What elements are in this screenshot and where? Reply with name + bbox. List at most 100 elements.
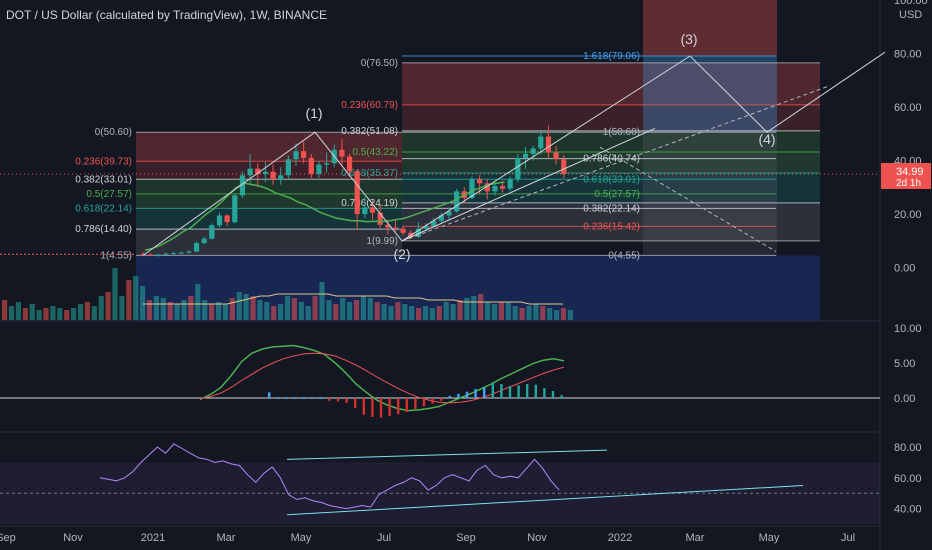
macd-histogram-bar xyxy=(319,398,322,399)
fib-extension-label: 0.382(22.14) xyxy=(583,203,640,214)
macd-histogram-bar xyxy=(405,398,408,412)
volume-bar xyxy=(443,302,449,320)
fib-extension-label: 1.618(79.06) xyxy=(583,51,640,62)
time-tick-label: Jul xyxy=(377,532,391,544)
time-tick-label: Mar xyxy=(217,532,236,544)
candle-body xyxy=(507,179,513,189)
volume-bar xyxy=(353,300,360,320)
wave-connect-line xyxy=(401,127,656,242)
volume-bar xyxy=(291,298,297,320)
macd-histogram-bar xyxy=(526,384,529,398)
volume-bar xyxy=(298,302,304,320)
macd-histogram-bar xyxy=(508,386,512,398)
elliott-wave-path xyxy=(142,51,886,256)
macd-histogram-bar xyxy=(440,398,443,401)
macd-histogram-bar xyxy=(302,398,305,399)
volume-bar xyxy=(2,300,8,320)
target-zone-blue xyxy=(643,56,777,133)
volume-bar xyxy=(126,280,132,320)
candle-body xyxy=(247,168,253,176)
volume-bar xyxy=(485,302,491,320)
macd-histogram-bar xyxy=(397,398,400,415)
volume-bar xyxy=(181,300,187,320)
macd-histogram-bar xyxy=(500,384,503,398)
fib-retracement-1-zone xyxy=(136,229,402,256)
base-zone xyxy=(136,255,820,321)
fib-retracement-2-zone xyxy=(402,62,820,105)
macd-histogram-bar xyxy=(431,398,434,404)
volume-bar xyxy=(512,306,518,320)
volume-bar xyxy=(15,302,21,320)
fib-retracement-1-level-label: 1(4.55) xyxy=(100,250,132,261)
volume-bar xyxy=(153,296,159,320)
fib-extension-label: 0.786(40.74) xyxy=(583,154,640,165)
fib-retracement-2-level-label: 0.236(60.79) xyxy=(341,100,398,111)
volume-bar xyxy=(409,306,415,320)
volume-bar xyxy=(436,306,442,320)
rsi-trendline-upper xyxy=(286,449,608,460)
macd-histogram-bar xyxy=(379,398,383,418)
candle-body xyxy=(522,153,529,158)
candle-body xyxy=(140,254,146,256)
volume-bar xyxy=(284,296,291,320)
price-tick-label: 100.00 xyxy=(894,0,928,7)
candle-body xyxy=(431,220,437,227)
volume-bar xyxy=(312,296,318,320)
fib-retracement-1-zone xyxy=(136,132,402,162)
candle-body xyxy=(293,151,299,160)
volume-bar xyxy=(119,296,125,320)
candle-body xyxy=(400,228,406,233)
fib-extension-label: 0.5(27.57) xyxy=(594,189,640,200)
volume-bar xyxy=(478,294,484,320)
fib-retracement-1-level-label: 0(50.60) xyxy=(95,127,132,138)
last-price-badge xyxy=(881,162,931,189)
macd-histogram-bar xyxy=(517,385,520,398)
chart-title: DOT / US Dollar (calculated by TradingVi… xyxy=(6,8,327,22)
time-tick-label: Sep xyxy=(456,532,476,544)
volume-bar xyxy=(471,296,477,320)
macd-histogram-bar xyxy=(560,395,563,398)
candle-body xyxy=(545,136,552,153)
candle-body xyxy=(377,212,383,225)
macd-histogram-bar xyxy=(448,395,451,398)
fib-retracement-1-level-label: 0.236(39.73) xyxy=(75,156,132,167)
macd-histogram-bar xyxy=(457,393,460,398)
volume-bar xyxy=(112,268,118,320)
currency-label: USD xyxy=(899,9,922,21)
fib-retracement-1-level-label: 0.5(27.57) xyxy=(86,189,132,200)
volume-bar xyxy=(278,304,284,320)
candle-body xyxy=(316,164,322,174)
volume-bar xyxy=(8,306,15,320)
fib-retracement-2-zone xyxy=(402,130,820,152)
fib-extension-label: 0.236(15.42) xyxy=(583,221,640,232)
price-tick-label: 0.00 xyxy=(894,263,915,275)
candle-body xyxy=(492,185,498,192)
macd-tick-label: 5.00 xyxy=(894,358,915,370)
macd-histogram-bar xyxy=(414,398,417,410)
macd-histogram-bar xyxy=(551,391,555,398)
time-tick-label: May xyxy=(291,532,312,544)
fib-retracement-2-level-label: 0.5(43.22) xyxy=(352,147,398,158)
last-price-label: 34.99 xyxy=(896,166,924,178)
volume-bar xyxy=(222,304,228,320)
volume-bar xyxy=(305,306,311,320)
candle-body xyxy=(285,159,291,176)
volume-bar xyxy=(533,304,539,320)
candle-body xyxy=(308,157,314,174)
volume-bar xyxy=(71,308,77,320)
volume-bar xyxy=(319,282,325,320)
target-zone-red xyxy=(643,0,777,57)
volume-bar xyxy=(340,298,346,320)
time-tick-label: 2021 xyxy=(141,532,165,544)
volume-bar xyxy=(326,300,332,320)
volume-bar xyxy=(215,302,222,320)
candle-body xyxy=(339,149,345,157)
fib-retracement-2-level-label: 1(9.99) xyxy=(366,236,398,247)
candle-body xyxy=(515,157,521,180)
rsi-tick-label: 80.00 xyxy=(894,442,922,454)
volume-bar xyxy=(395,302,401,320)
volume-bar xyxy=(554,310,560,320)
